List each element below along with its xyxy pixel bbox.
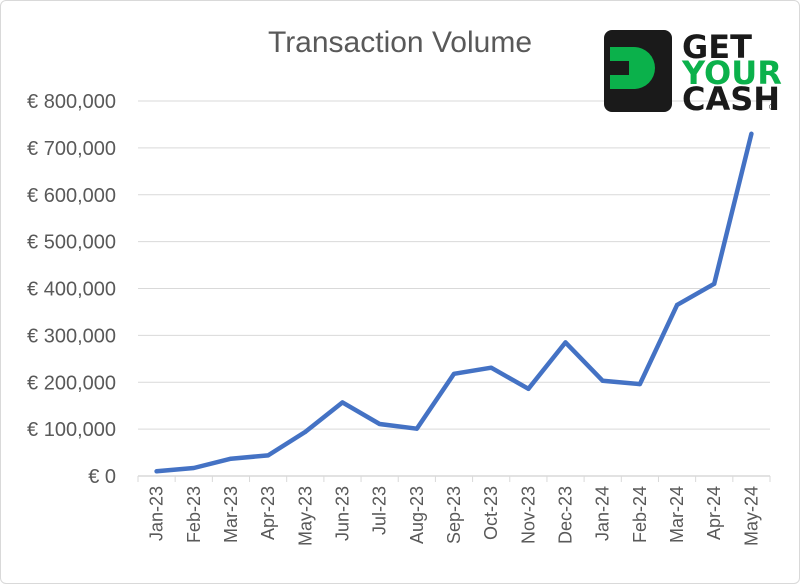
y-tick-label: € 200,000 [27, 372, 116, 394]
x-tick-label: Jan-24 [593, 486, 613, 541]
data-point [266, 453, 271, 458]
logo-registered-mark: ® [768, 103, 777, 113]
data-point [563, 340, 568, 345]
x-tick-label: Dec-23 [556, 486, 576, 544]
data-point [526, 386, 531, 391]
x-tick-label: May-24 [741, 486, 761, 546]
x-tick-label: Oct-23 [481, 486, 501, 540]
x-tick-label: Jun-23 [332, 486, 352, 541]
data-point [340, 400, 345, 405]
data-point [377, 421, 382, 426]
x-tick-label: Apr-23 [258, 486, 278, 540]
x-tick-label: Aug-23 [407, 486, 427, 544]
x-tick-label: Feb-23 [184, 486, 204, 543]
x-tick-label: Nov-23 [518, 486, 538, 544]
logo-text-get: GET [682, 28, 752, 66]
logo-green-shape [610, 47, 655, 89]
y-tick-label: € 100,000 [27, 419, 116, 441]
data-point [712, 281, 717, 286]
x-tick-label: Mar-24 [667, 486, 687, 543]
data-point [749, 131, 754, 136]
logo-slot [610, 61, 629, 75]
x-tick-label: Mar-23 [221, 486, 241, 543]
y-tick-label: € 300,000 [27, 325, 116, 347]
data-point [452, 371, 456, 376]
y-tick-label: € 0 [88, 466, 116, 488]
getyourcash-logo: GET YOUR CASH ® [604, 28, 782, 118]
y-tick-label: € 500,000 [27, 232, 116, 254]
x-tick-label: Sep-23 [444, 486, 464, 544]
x-tick-label: Apr-24 [704, 486, 724, 540]
data-point [191, 466, 196, 471]
data-point [414, 426, 419, 431]
series-line [154, 131, 754, 474]
data-point [489, 365, 494, 370]
x-tick-label: Feb-24 [630, 486, 650, 543]
y-tick-label: € 800,000 [27, 91, 116, 113]
chart-title-text: Transaction Volume [267, 26, 533, 59]
y-tick-label: € 600,000 [27, 185, 116, 207]
data-point [228, 456, 233, 461]
logo-text-your: YOUR [681, 54, 782, 92]
data-point [600, 378, 605, 383]
x-tick-label: Jul-23 [370, 486, 390, 535]
data-point [154, 469, 159, 474]
y-tick-label: € 400,000 [27, 279, 116, 301]
chart-title: Transaction Volume [0, 26, 800, 60]
data-point [637, 382, 642, 387]
x-tick-label: May-23 [295, 486, 315, 546]
data-point [675, 302, 680, 307]
y-tick-label: € 700,000 [27, 138, 116, 160]
x-tick-label: Jan-23 [147, 486, 167, 541]
data-point [303, 429, 308, 434]
logo-text-cash: CASH [682, 80, 780, 118]
